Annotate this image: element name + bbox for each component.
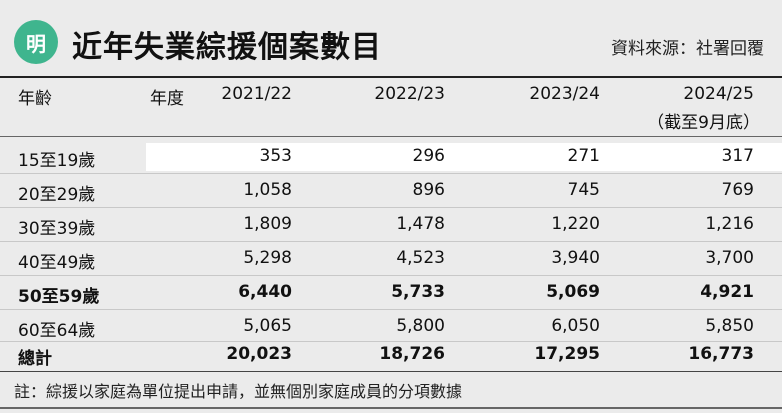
age-cell: 30至39歲	[18, 219, 96, 239]
value-cell: 5,733	[391, 282, 445, 302]
age-cell: 60至64歲	[18, 321, 96, 341]
value-cell: 5,065	[243, 316, 292, 336]
col-header-2023: 2023/24	[529, 84, 600, 104]
value-cell: 4,523	[396, 248, 445, 268]
table-row: 40至49歲 5,298 4,523 3,940 3,700	[0, 244, 782, 274]
col-header-year-label: 年度	[150, 89, 184, 109]
col-header-2021: 2021/22	[221, 84, 292, 104]
total-cell: 18,726	[379, 344, 445, 364]
value-cell: 317	[721, 146, 754, 166]
total-cell: 20,023	[226, 344, 292, 364]
value-cell: 896	[412, 180, 445, 200]
total-cell: 17,295	[534, 344, 600, 364]
value-cell: 3,700	[705, 248, 754, 268]
top-divider	[0, 76, 782, 78]
row-divider	[0, 241, 782, 242]
value-cell: 745	[567, 180, 600, 200]
value-cell: 1,220	[551, 214, 600, 234]
row-divider	[0, 173, 782, 174]
table-row: 15至19歲 353 296 271 317	[0, 142, 782, 172]
col-header-2024-note: （截至9月底）	[647, 113, 760, 133]
total-divider	[0, 371, 782, 372]
value-cell: 1,809	[243, 214, 292, 234]
age-cell: 40至49歲	[18, 253, 96, 273]
total-cell: 16,773	[688, 344, 754, 364]
col-header-2024: 2024/25	[683, 84, 754, 104]
source-note: 資料來源：社署回覆	[611, 39, 764, 59]
row-divider	[0, 275, 782, 276]
logo-icon: 明	[14, 20, 58, 64]
value-cell: 271	[567, 146, 600, 166]
value-cell: 1,058	[243, 180, 292, 200]
header: 明 近年失業綜援個案數目 資料來源：社署回覆	[0, 0, 782, 66]
value-cell: 769	[721, 180, 754, 200]
page-title: 近年失業綜援個案數目	[72, 30, 382, 65]
value-cell: 1,478	[396, 214, 445, 234]
table-row: 30至39歲 1,809 1,478 1,220 1,216	[0, 210, 782, 240]
col-header-2022: 2022/23	[374, 84, 445, 104]
value-cell: 5,850	[705, 316, 754, 336]
value-cell: 6,440	[238, 282, 292, 302]
table-row: 20至29歲 1,058 896 745 769	[0, 176, 782, 206]
value-cell: 5,298	[243, 248, 292, 268]
table-row-highlighted: 50至59歲 6,440 5,733 5,069 4,921	[0, 278, 782, 308]
age-cell: 20至29歲	[18, 185, 96, 205]
value-cell: 353	[259, 146, 292, 166]
table-row: 60至64歲 5,065 5,800 6,050 5,850	[0, 312, 782, 342]
value-cell: 3,940	[551, 248, 600, 268]
value-cell: 6,050	[551, 316, 600, 336]
header-divider	[0, 136, 782, 137]
value-cell: 5,800	[396, 316, 445, 336]
row-divider	[0, 309, 782, 310]
value-cell: 1,216	[705, 214, 754, 234]
value-cell: 5,069	[546, 282, 600, 302]
bottom-divider	[0, 407, 782, 409]
row-highlight	[146, 143, 782, 171]
age-cell: 50至59歲	[18, 287, 100, 307]
row-divider	[0, 341, 782, 342]
value-cell: 296	[412, 146, 445, 166]
row-divider	[0, 207, 782, 208]
total-row: 總計 20,023 18,726 17,295 16,773	[0, 340, 782, 370]
total-label: 總計	[18, 349, 52, 369]
age-cell: 15至19歲	[18, 151, 96, 171]
value-cell: 4,921	[700, 282, 754, 302]
col-header-age: 年齡	[18, 89, 52, 109]
footnote: 註：綜援以家庭為單位提出申請，並無個別家庭成員的分項數據	[14, 382, 463, 401]
